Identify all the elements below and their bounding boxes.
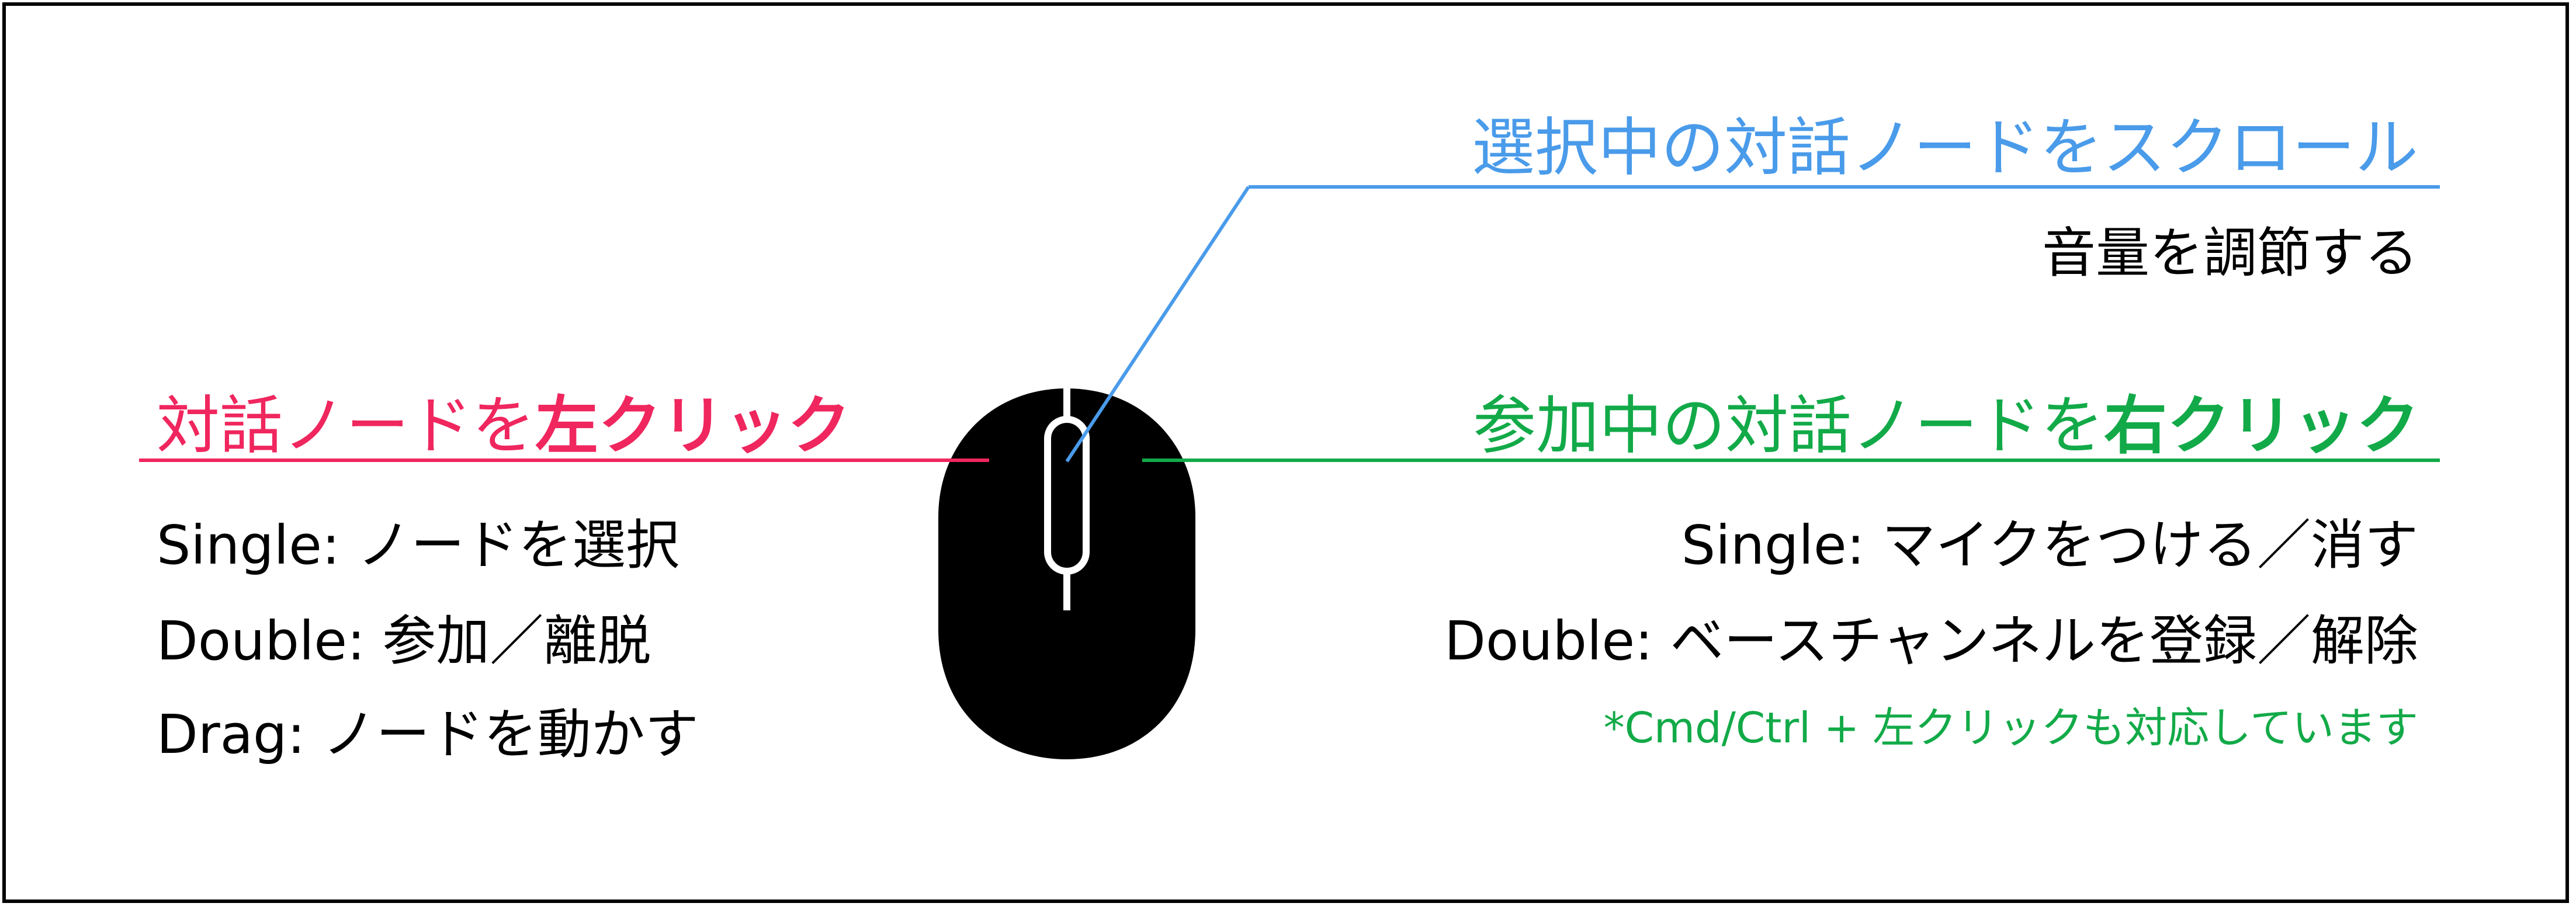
left-click-item-double: Double: 参加／離脱 (157, 614, 651, 668)
right-click-heading-emphasis: 右クリック (2103, 390, 2419, 463)
scroll-action: 音量を調節する (2041, 222, 2418, 284)
left-click-term-single: Single: (157, 514, 340, 576)
right-click-heading: 参加中の対話ノードを右クリック (1473, 395, 2419, 458)
left-click-term-drag: Drag: (157, 703, 306, 766)
left-click-action-double: 参加／離脱 (382, 610, 651, 672)
left-click-heading-emphasis: 左クリック (535, 390, 851, 463)
scroll-heading: 選択中の対話ノードをスクロール (1472, 117, 2418, 180)
left-click-action-drag: ノードを動かす (322, 703, 699, 766)
left-click-heading-prefix: 対話ノードを (157, 390, 536, 463)
right-click-term-double: Double: (1444, 610, 1653, 672)
right-click-term-single: Single: (1681, 514, 1865, 576)
left-click-heading: 対話ノードを左クリック (157, 395, 851, 458)
right-click-action-single: マイクをつける／消す (1881, 514, 2418, 576)
left-click-item-single: Single: ノードを選択 (157, 519, 679, 572)
left-click-item-drag: Drag: ノードを動かす (157, 708, 699, 762)
right-click-note: *Cmd/Ctrl + 左クリックも対応しています (1603, 703, 2418, 752)
left-click-term-double: Double: (157, 610, 365, 672)
right-click-item-double: Double: ベースチャンネルを登録／解除 (1444, 614, 2418, 668)
right-click-action-double: ベースチャンネルを登録／解除 (1670, 610, 2418, 672)
scroll-wheel (1044, 416, 1090, 575)
mouse-icon (938, 388, 1195, 759)
scroll-connector (1065, 185, 2440, 463)
right-click-heading-prefix: 参加中の対話ノードを (1472, 390, 2104, 463)
left-click-action-single: ノードを選択 (357, 514, 680, 576)
scroll-heading-text: 選択中の対話ノードをスクロール (1471, 112, 2418, 185)
right-click-item-single: Single: マイクをつける／消す (1681, 519, 2418, 572)
